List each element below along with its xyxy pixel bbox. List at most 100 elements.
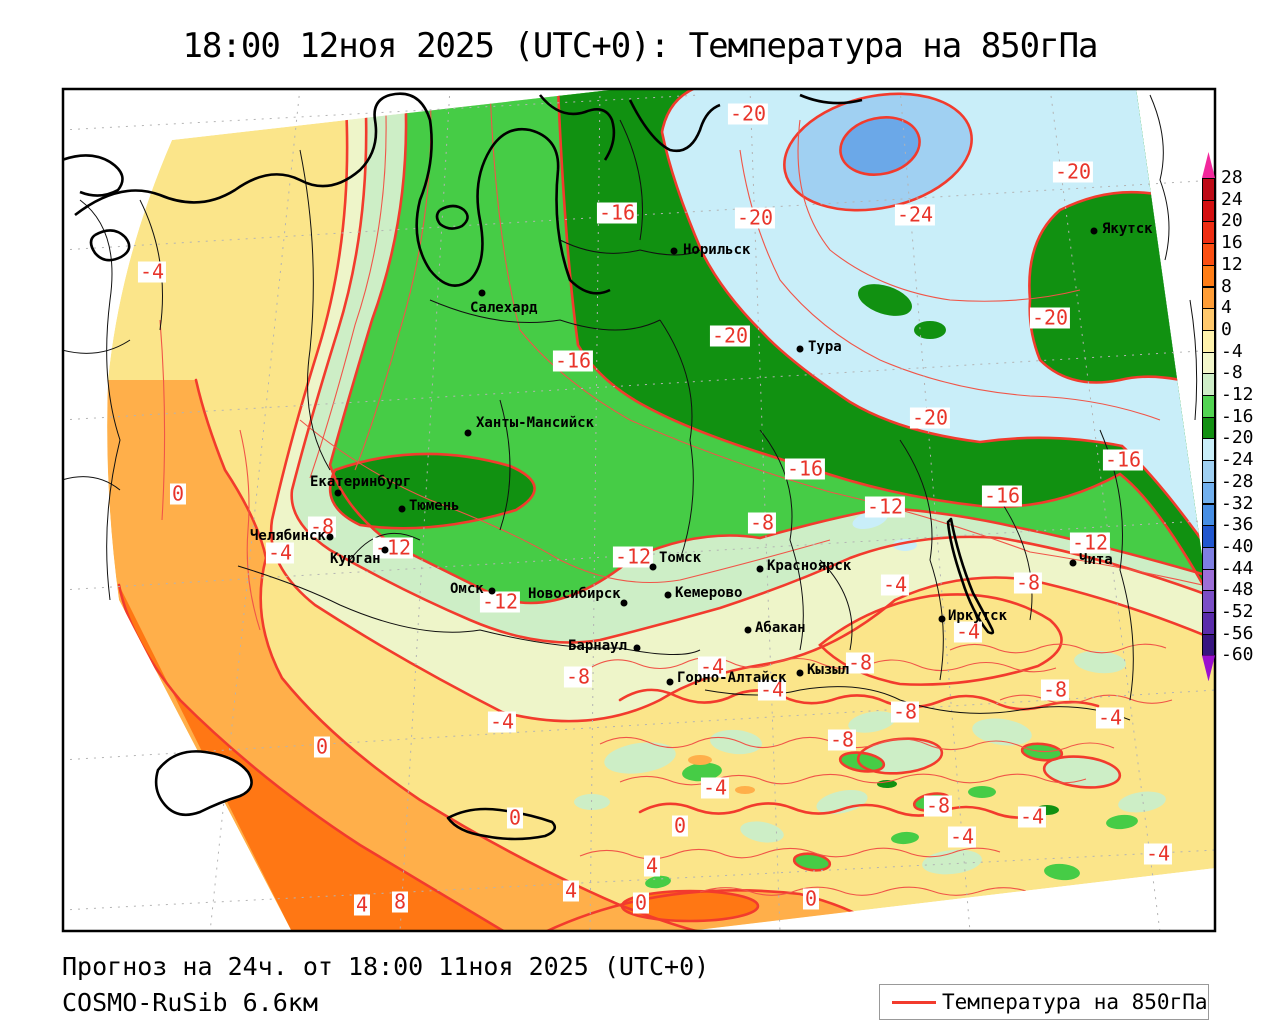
colorbar-segment: [1202, 481, 1215, 505]
colorbar-segment: [1202, 329, 1215, 353]
city-label: Чита: [1079, 552, 1113, 568]
contour-label: -16: [981, 483, 1023, 508]
colorbar-tick-label: -60: [1221, 644, 1254, 666]
city-marker: [464, 429, 472, 437]
colorbar-tick-label: -20: [1221, 427, 1254, 449]
colorbar-tick-label: 12: [1221, 253, 1243, 275]
contour-label: -20: [709, 323, 751, 348]
legend-line-sample: [892, 1000, 936, 1004]
city-marker: [796, 345, 804, 353]
city-marker: [488, 587, 496, 595]
colorbar-segment: [1202, 199, 1215, 223]
city-label: Челябинск: [250, 528, 326, 544]
city-marker: [938, 615, 946, 623]
city-label: Курган: [330, 551, 381, 567]
colorbar-segment: [1202, 525, 1215, 548]
map-border: [61, 87, 1217, 933]
contour-label: -12: [479, 589, 521, 614]
city-marker: [649, 563, 657, 571]
temperature-field: [107, 88, 1216, 932]
city-label: Ханты-Мансийск: [476, 415, 595, 431]
colorbar-tick-label: -24: [1221, 449, 1254, 471]
city-label: Омск: [450, 581, 484, 597]
contour-label: -4: [757, 677, 787, 702]
city-marker: [381, 546, 389, 554]
colorbar-tick-label: 8: [1221, 275, 1232, 297]
colorbar-segment: [1202, 395, 1215, 418]
contour-label: -4: [697, 654, 727, 679]
contour-label: -8: [890, 699, 920, 724]
city-label: Барнаул: [568, 638, 628, 654]
city-label: Екатеринбург: [310, 474, 412, 490]
city-marker: [670, 247, 678, 255]
colorbar-tick-label: -16: [1221, 405, 1254, 427]
contour-label: -8: [1040, 677, 1070, 702]
contour-label: -20: [727, 101, 769, 126]
city-label: Салехард: [470, 300, 538, 316]
contour-label: -8: [563, 664, 593, 689]
contour-label: 4: [562, 878, 580, 903]
contour-label: -8: [923, 793, 953, 818]
contour-label: -4: [947, 824, 977, 849]
legend: Температура на 850гПа: [879, 984, 1209, 1020]
colorbar-tick-label: 20: [1221, 210, 1243, 232]
contour-label: -4: [1095, 705, 1125, 730]
contour-label: -16: [596, 200, 638, 225]
city-marker: [334, 489, 342, 497]
colorbar-segment: [1202, 568, 1215, 592]
city-label: Горно-Алтайск: [677, 670, 787, 686]
contour-label: -12: [1069, 530, 1111, 555]
contour-label: -4: [265, 540, 295, 565]
contour-label: -8: [827, 727, 857, 752]
legend-label: Температура на 850гПа: [942, 990, 1208, 1014]
city-marker: [326, 533, 334, 541]
contour-label: -16: [784, 456, 826, 481]
contour-label: -16: [552, 348, 594, 373]
city-label: Красноярск: [767, 558, 852, 574]
contour-label: -4: [1017, 804, 1047, 829]
colorbar-tick-label: 28: [1221, 167, 1243, 188]
colorbar-tick-label: -12: [1221, 384, 1254, 405]
city-marker: [796, 669, 804, 677]
colorbar-segment: [1202, 243, 1215, 266]
contour-label: 4: [353, 892, 371, 917]
contour-label: -12: [864, 494, 906, 519]
colorbar-segment: [1202, 178, 1215, 201]
colorbar-segment: [1202, 373, 1215, 396]
contour-label: 0: [671, 813, 689, 838]
colorbar-tick-label: -36: [1221, 514, 1254, 536]
contour-label: -8: [747, 510, 777, 535]
page-title: 18:00 12ноя 2025 (UTC+0): Температура на…: [182, 26, 1098, 66]
city-marker: [398, 505, 406, 513]
city-marker: [620, 599, 628, 607]
colorbar-segment: [1202, 590, 1215, 613]
contour-label: -24: [894, 202, 936, 227]
contour-label: -12: [612, 544, 654, 569]
colorbar-tick-label: -48: [1221, 579, 1254, 601]
city-label: Кызыл: [807, 662, 850, 678]
colorbar-tick-label: -4: [1221, 340, 1243, 362]
city-marker: [478, 289, 486, 297]
contour-label: 0: [802, 886, 820, 911]
city-label: Норильск: [683, 242, 751, 258]
city-label: Новосибирск: [528, 586, 621, 602]
contour-label: -8: [307, 514, 337, 539]
city-marker: [666, 678, 674, 686]
colorbar-segment: [1202, 612, 1215, 635]
contour-label: -20: [734, 205, 776, 230]
colorbar-tick-label: -8: [1221, 362, 1243, 384]
colorbar-segment: [1202, 633, 1215, 657]
contour-label: -8: [845, 650, 875, 675]
colorbar-segment: [1202, 546, 1215, 570]
city-marker: [1069, 559, 1077, 567]
city-label: Тюмень: [409, 498, 460, 514]
colorbar-tick-label: 16: [1221, 232, 1243, 254]
coastlines: [63, 92, 995, 841]
colorbar-segment: [1202, 351, 1215, 375]
colorbar-segment: [1202, 416, 1215, 440]
city-label: Тура: [808, 339, 842, 355]
forecast-info: Прогноз на 24ч. от 18:00 11ноя 2025 (UTC…: [62, 952, 710, 981]
city-label: Абакан: [755, 620, 806, 636]
contour-label: -4: [880, 572, 910, 597]
